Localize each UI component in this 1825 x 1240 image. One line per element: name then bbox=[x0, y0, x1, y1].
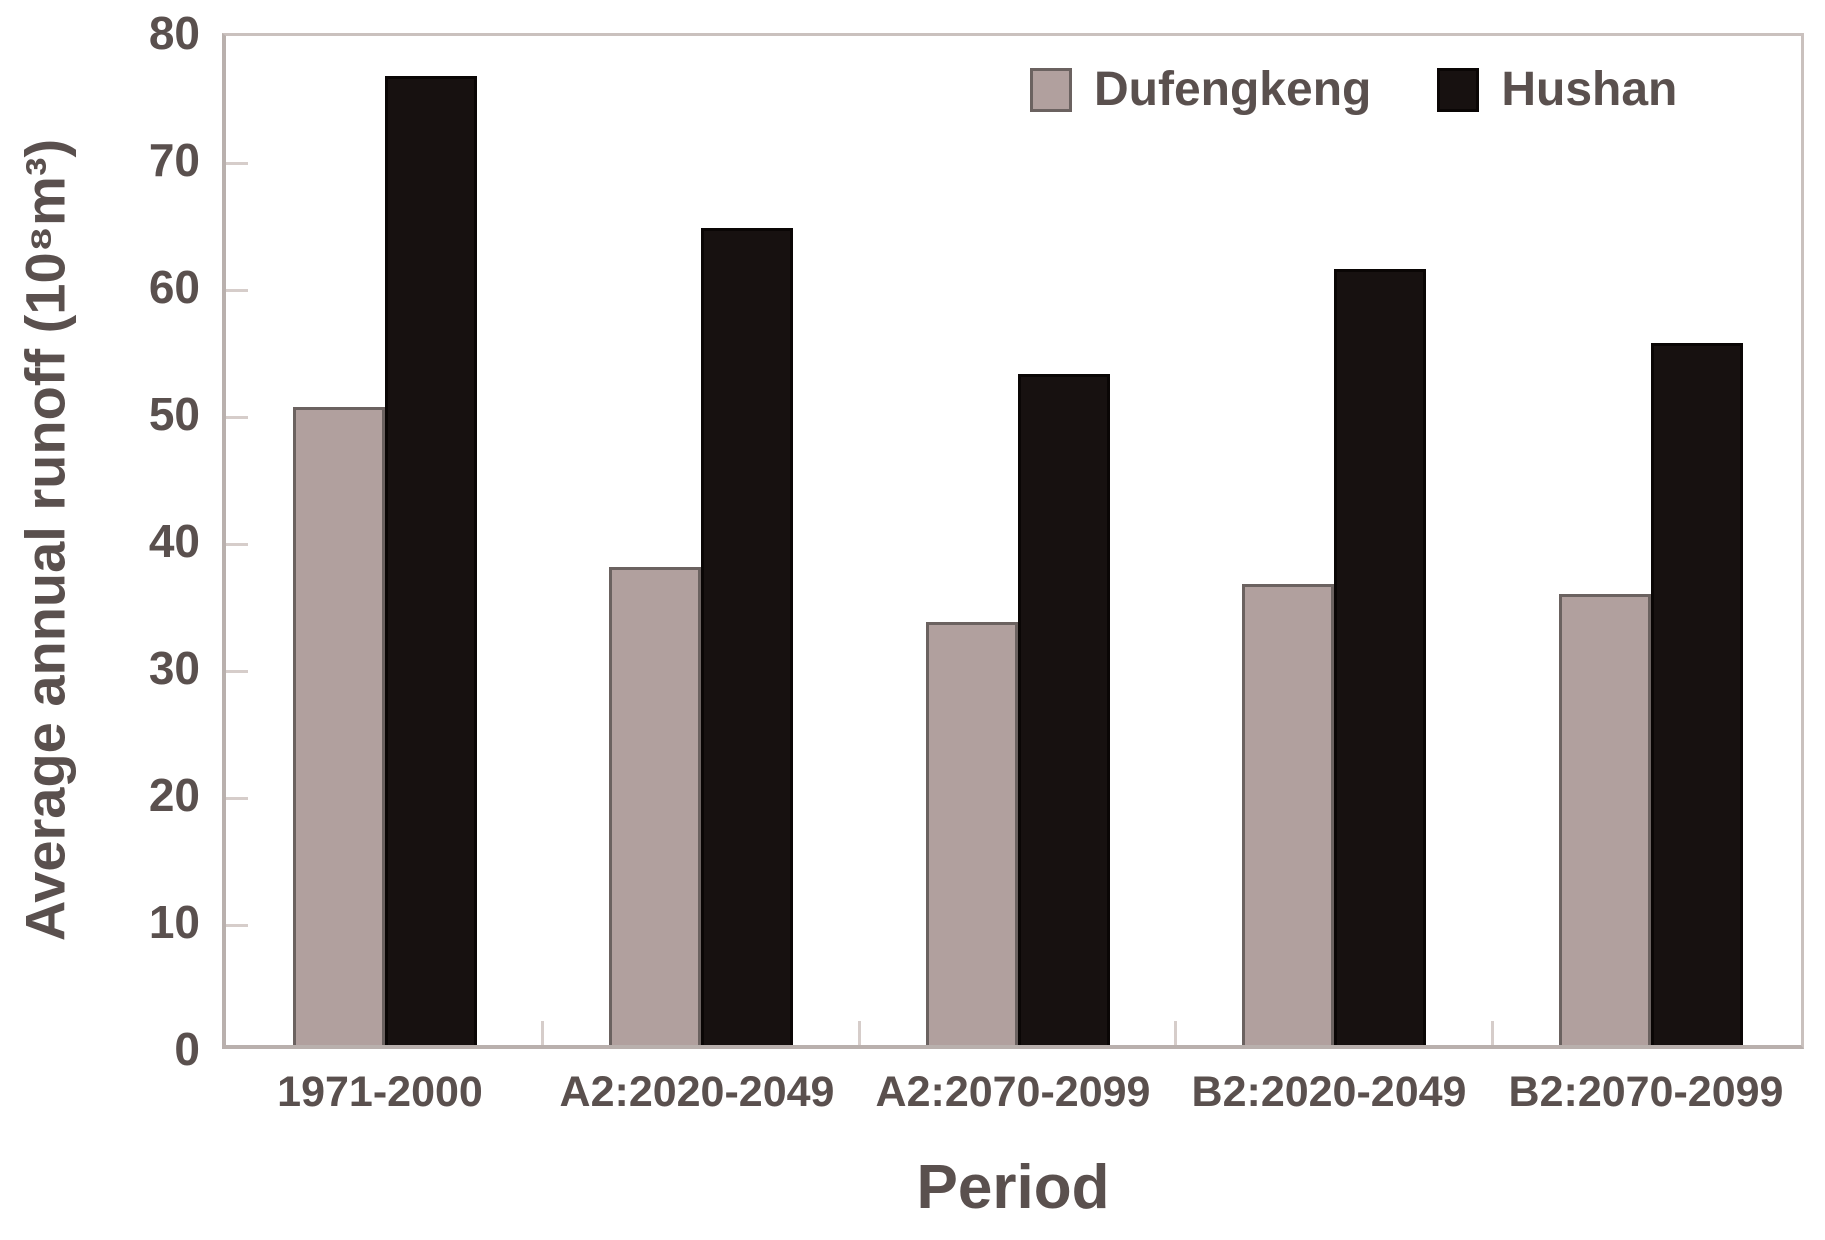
x-category-label-A2:2070-2099: A2:2070-2099 bbox=[875, 1068, 1151, 1116]
x-tick-mark-3 bbox=[1174, 1021, 1177, 1045]
y-tick-label-60: 60 bbox=[148, 261, 200, 313]
legend-swatch-dufengkeng-icon bbox=[1030, 67, 1072, 112]
legend-label-dufengkeng: Dufengkeng bbox=[1094, 63, 1372, 116]
x-category-label-B2:2020-2049: B2:2020-2049 bbox=[1191, 1068, 1467, 1116]
y-tick-label-70: 70 bbox=[148, 134, 200, 186]
bar-dufengkeng-1971-2000 bbox=[293, 407, 385, 1045]
x-tick-mark-1 bbox=[541, 1021, 544, 1045]
x-category-label-B2:2070-2099: B2:2070-2099 bbox=[1508, 1068, 1784, 1116]
bar-hushan-1971-2000 bbox=[385, 76, 477, 1045]
legend-label-hushan: Hushan bbox=[1501, 63, 1678, 116]
y-tick-mark-40 bbox=[226, 543, 248, 546]
y-tick-label-80: 80 bbox=[148, 7, 200, 59]
y-tick-label-40: 40 bbox=[148, 515, 200, 567]
bar-hushan-B2:2020-2049 bbox=[1334, 269, 1426, 1045]
bar-dufengkeng-B2:2020-2049 bbox=[1242, 584, 1334, 1045]
y-tick-mark-50 bbox=[226, 416, 248, 419]
legend-entry-hushan: Hushan bbox=[1437, 62, 1677, 117]
x-category-label-1971-2000: 1971-2000 bbox=[277, 1068, 483, 1116]
bar-dufengkeng-A2:2020-2049 bbox=[609, 567, 701, 1045]
y-tick-label-20: 20 bbox=[148, 769, 200, 821]
bar-hushan-A2:2020-2049 bbox=[701, 228, 793, 1045]
x-tick-mark-4 bbox=[1491, 1021, 1494, 1045]
y-tick-mark-30 bbox=[226, 670, 248, 673]
y-tick-label-0: 0 bbox=[174, 1023, 200, 1075]
bar-hushan-B2:2070-2099 bbox=[1651, 343, 1743, 1045]
y-tick-mark-20 bbox=[226, 797, 248, 800]
x-axis-title: Period bbox=[916, 1153, 1110, 1222]
y-tick-mark-60 bbox=[226, 289, 248, 292]
y-tick-label-30: 30 bbox=[148, 642, 200, 694]
plot-area bbox=[222, 33, 1804, 1049]
y-tick-label-50: 50 bbox=[148, 388, 200, 440]
bar-dufengkeng-B2:2070-2099 bbox=[1559, 594, 1651, 1045]
x-category-label-A2:2020-2049: A2:2020-2049 bbox=[559, 1068, 835, 1116]
legend-swatch-hushan-icon bbox=[1437, 67, 1480, 112]
y-tick-mark-10 bbox=[226, 924, 248, 927]
legend-entry-dufengkeng: Dufengkeng bbox=[1030, 62, 1371, 117]
y-tick-mark-70 bbox=[226, 162, 248, 165]
bar-hushan-A2:2070-2099 bbox=[1018, 374, 1110, 1045]
x-tick-mark-2 bbox=[858, 1021, 861, 1045]
y-tick-label-10: 10 bbox=[148, 896, 200, 948]
legend: Dufengkeng Hushan bbox=[1030, 62, 1677, 117]
bar-dufengkeng-A2:2070-2099 bbox=[926, 622, 1018, 1045]
